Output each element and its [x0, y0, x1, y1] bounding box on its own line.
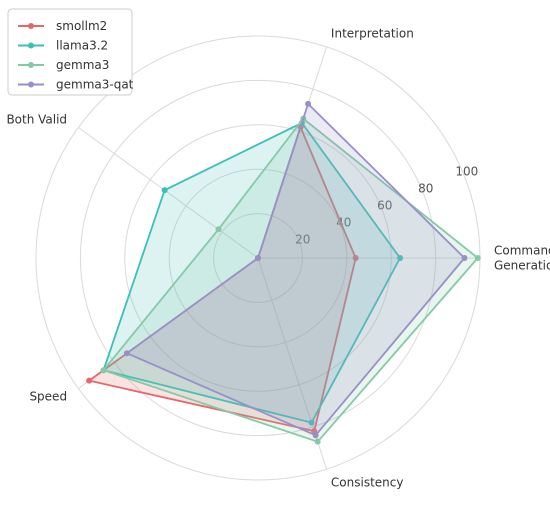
series-gemma3 [100, 115, 481, 445]
data-point-smollm2-3 [86, 377, 93, 384]
axis-label-4: Consistency [331, 475, 404, 489]
tick-label-80: 80 [418, 182, 433, 196]
series-gemma3-qat [123, 100, 468, 439]
data-point-smollm2-0 [352, 255, 359, 261]
tick-label-60: 60 [377, 198, 392, 212]
legend: smollm2 llama3.2 gemma3 gemma3-qat [7, 8, 134, 96]
radar-series [86, 100, 481, 445]
data-point-llama3.2-0 [397, 255, 404, 261]
legend-label-llama3.2: llama3.2 [56, 39, 108, 53]
data-point-gemma3-qat-4 [312, 432, 319, 439]
axis-labels: CommandGeneration Interpretation Both Vali… [6, 27, 550, 490]
legend-label-gemma3: gemma3 [56, 58, 109, 72]
series-area-gemma3 [102, 117, 479, 443]
data-point-gemma3-3 [100, 367, 107, 374]
series-area-llama3.2 [102, 121, 401, 424]
legend-item-smollm2: smollm2 [18, 19, 107, 33]
data-point-llama3.2-2 [161, 187, 168, 194]
legend-item-llama3.2: llama3.2 [18, 39, 108, 53]
legend-marker-gemma3-qat [28, 81, 34, 88]
legend-box [7, 8, 133, 96]
axis-label-2: Both Valid [6, 112, 67, 126]
legend-label-gemma3-qat: gemma3-qat [56, 78, 134, 92]
data-point-gemma3-qat-2 [255, 255, 261, 261]
tick-label-20: 20 [295, 232, 310, 246]
legend-marker-gemma3 [28, 62, 34, 68]
tick-label-100: 100 [455, 165, 478, 179]
data-point-gemma3-qat-0 [461, 255, 468, 261]
axis-label-3: Speed [29, 390, 67, 404]
data-point-gemma3-0 [474, 255, 481, 261]
legend-marker-llama3.2 [28, 42, 34, 49]
legend-item-gemma3: gemma3 [18, 58, 109, 72]
axis-label-1: Interpretation [331, 27, 414, 41]
axis-label-0: CommandGeneration [494, 244, 550, 273]
data-point-llama3.2-4 [308, 419, 315, 426]
data-point-gemma3-qat-1 [305, 100, 312, 107]
series-area-gemma3-qat [125, 102, 466, 437]
spoke-line-2 [78, 127, 259, 259]
data-point-gemma3-2 [215, 226, 222, 233]
data-point-gemma3-4 [314, 438, 321, 445]
data-point-gemma3-qat-3 [123, 350, 130, 357]
legend-label-smollm2: smollm2 [56, 19, 107, 33]
legend-marker-smollm2 [28, 23, 34, 29]
legend-item-gemma3-qat: gemma3-qat [18, 78, 134, 92]
